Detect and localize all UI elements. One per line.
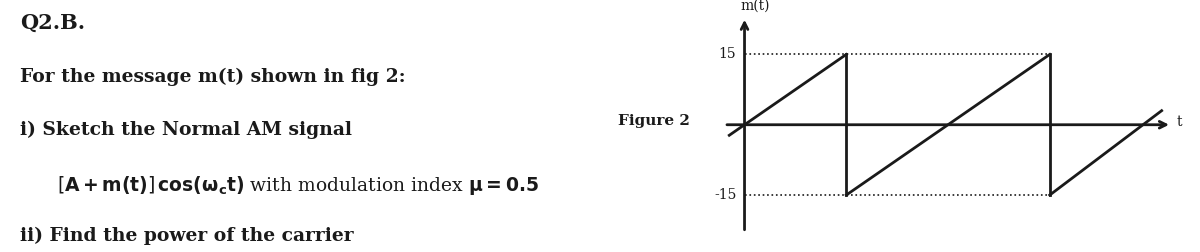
Text: i) Sketch the Normal AM signal: i) Sketch the Normal AM signal xyxy=(20,121,352,139)
Text: 15: 15 xyxy=(719,47,737,61)
Text: t: t xyxy=(1177,115,1182,129)
Text: Figure 2: Figure 2 xyxy=(618,114,690,128)
Text: $[\mathbf{A+m(t)}]\,\mathbf{cos(\omega_c t)}$ with modulation index $\mathbf{\mu: $[\mathbf{A+m(t)}]\,\mathbf{cos(\omega_c… xyxy=(58,174,539,197)
Text: m(t): m(t) xyxy=(740,0,769,12)
Text: ii) Find the power of the carrier: ii) Find the power of the carrier xyxy=(20,227,354,245)
Text: Q2.B.: Q2.B. xyxy=(20,13,85,33)
Text: -15: -15 xyxy=(714,188,737,202)
Text: For the message m(t) shown in fig 2:: For the message m(t) shown in fig 2: xyxy=(20,68,406,86)
